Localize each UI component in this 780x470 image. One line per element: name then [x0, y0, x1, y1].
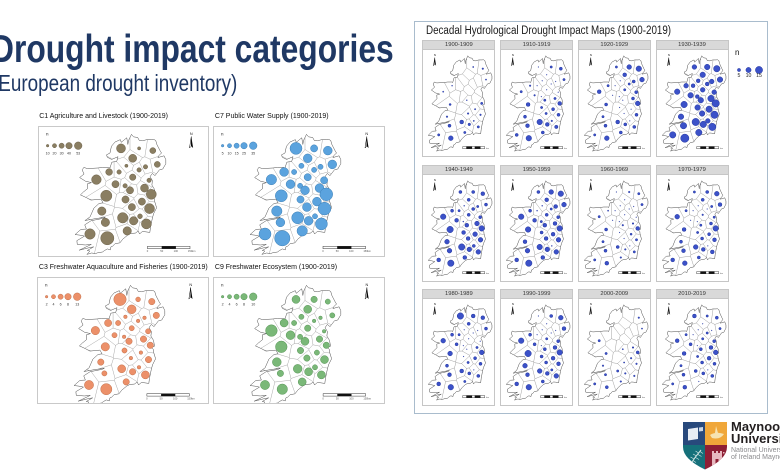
- svg-text:6: 6: [60, 302, 62, 306]
- svg-text:km: km: [564, 148, 567, 150]
- svg-text:N: N: [366, 132, 369, 136]
- svg-text:km: km: [642, 273, 645, 275]
- svg-text:N: N: [512, 302, 514, 306]
- svg-text:20: 20: [52, 151, 56, 155]
- svg-text:2: 2: [222, 302, 224, 306]
- svg-text:13: 13: [76, 302, 80, 306]
- svg-text:50: 50: [160, 396, 163, 400]
- svg-text:100: 100: [173, 396, 178, 400]
- svg-text:km: km: [720, 397, 723, 399]
- svg-text:10: 10: [228, 151, 232, 155]
- svg-text:40: 40: [67, 151, 71, 155]
- svg-text:km: km: [368, 396, 371, 400]
- svg-text:N: N: [434, 178, 436, 182]
- svg-text:30: 30: [59, 151, 63, 155]
- svg-text:n: n: [221, 282, 224, 287]
- svg-text:km: km: [642, 148, 645, 150]
- svg-text:N: N: [590, 53, 592, 57]
- svg-text:N: N: [366, 283, 369, 287]
- svg-text:n: n: [45, 282, 48, 287]
- svg-text:150: 150: [188, 249, 193, 253]
- svg-text:0: 0: [146, 249, 148, 253]
- svg-text:2: 2: [46, 302, 48, 306]
- svg-text:10: 10: [252, 302, 256, 306]
- svg-text:4: 4: [229, 302, 231, 306]
- svg-text:km: km: [192, 249, 195, 253]
- svg-text:N: N: [667, 53, 669, 57]
- svg-text:N: N: [667, 178, 669, 182]
- svg-text:8: 8: [67, 302, 69, 306]
- svg-text:35: 35: [252, 151, 256, 155]
- svg-text:5: 5: [222, 151, 224, 155]
- svg-text:n: n: [221, 131, 224, 136]
- svg-text:10: 10: [45, 151, 49, 155]
- svg-text:N: N: [190, 132, 193, 136]
- svg-text:km: km: [564, 273, 567, 275]
- svg-text:5: 5: [738, 73, 741, 79]
- svg-text:km: km: [486, 397, 489, 399]
- svg-text:km: km: [192, 396, 195, 400]
- svg-text:n: n: [735, 48, 739, 57]
- svg-text:150: 150: [364, 396, 369, 400]
- svg-text:km: km: [564, 397, 567, 399]
- svg-text:150: 150: [364, 249, 369, 253]
- svg-text:km: km: [486, 273, 489, 275]
- svg-text:km: km: [642, 397, 645, 399]
- svg-text:150: 150: [188, 396, 193, 400]
- svg-text:100: 100: [350, 396, 355, 400]
- svg-text:0: 0: [147, 396, 149, 400]
- svg-text:4: 4: [53, 302, 55, 306]
- svg-text:0: 0: [323, 396, 325, 400]
- svg-text:100: 100: [173, 249, 178, 253]
- svg-text:km: km: [368, 249, 371, 253]
- svg-text:N: N: [512, 178, 514, 182]
- svg-text:6: 6: [236, 302, 238, 306]
- svg-text:10: 10: [746, 73, 752, 79]
- svg-text:50: 50: [336, 249, 339, 253]
- svg-text:N: N: [434, 302, 436, 306]
- svg-text:n: n: [46, 131, 49, 136]
- svg-text:25: 25: [242, 151, 246, 155]
- svg-text:km: km: [486, 148, 489, 150]
- svg-text:km: km: [720, 148, 723, 150]
- svg-text:N: N: [434, 53, 436, 57]
- svg-text:100: 100: [350, 249, 355, 253]
- svg-text:50: 50: [336, 396, 339, 400]
- svg-text:N: N: [590, 178, 592, 182]
- svg-text:8: 8: [243, 302, 245, 306]
- svg-text:N: N: [190, 283, 193, 287]
- svg-text:km: km: [720, 273, 723, 275]
- svg-text:N: N: [667, 302, 669, 306]
- svg-text:15: 15: [235, 151, 239, 155]
- svg-text:15: 15: [756, 73, 762, 79]
- svg-text:N: N: [590, 302, 592, 306]
- svg-text:50: 50: [160, 249, 163, 253]
- svg-text:53: 53: [76, 151, 80, 155]
- svg-text:0: 0: [323, 249, 325, 253]
- svg-text:N: N: [512, 53, 514, 57]
